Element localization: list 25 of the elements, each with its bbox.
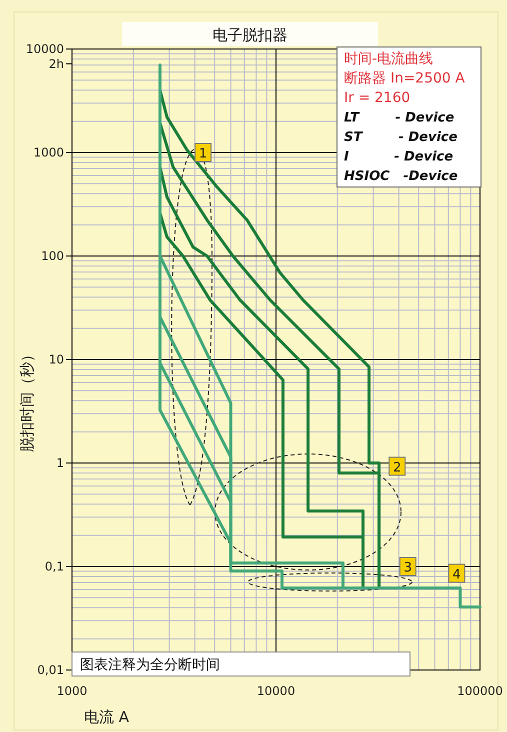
y-tick-label: 10000	[26, 42, 64, 56]
annotation: 3	[404, 560, 412, 576]
annotation: 2	[392, 460, 402, 476]
x-tick-label: 10000	[256, 684, 296, 698]
annotation: 4	[452, 567, 461, 582]
y-tick-label: 0,01	[37, 663, 64, 677]
annotation: LT - Device	[344, 110, 454, 126]
chart-title: 电子脱扣器	[212, 26, 288, 44]
y-tick-label: 100	[41, 249, 64, 263]
annotation: I - Device	[344, 150, 454, 164]
annotation: ST - Device	[344, 130, 458, 145]
y-tick-label: 0,1	[44, 560, 64, 574]
x-tick-label: 100000	[457, 684, 503, 698]
annotation: HSIOC -Device	[344, 169, 458, 184]
x-axis-title: 电流 A	[84, 708, 130, 726]
annotation: 断路器 In=2500 A	[344, 70, 466, 86]
ref-line-label: 2h	[48, 56, 64, 71]
annotation: 1	[198, 146, 208, 162]
y-tick-label: 1000	[33, 146, 64, 160]
y-tick-label: 1	[56, 456, 64, 470]
y-axis-title: 脱扣时间（秒）	[18, 347, 36, 452]
annotation: 图表注释为全分断时间	[80, 657, 220, 673]
annotation: 时间-电流曲线	[344, 51, 434, 67]
annotation: Ir = 2160	[344, 90, 410, 106]
y-tick-label: 10	[48, 352, 64, 366]
